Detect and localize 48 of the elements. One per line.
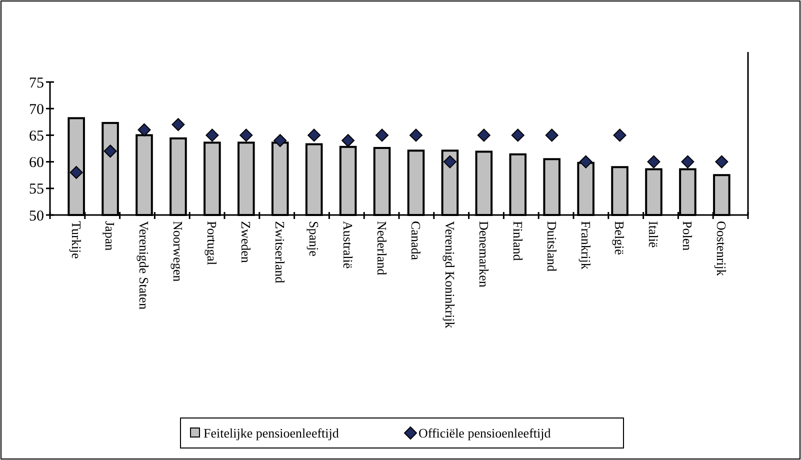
x-tick-label: Noorwegen (170, 221, 186, 282)
point (376, 128, 389, 142)
point (138, 123, 151, 136)
point (70, 166, 83, 179)
point (104, 144, 117, 158)
point (274, 134, 287, 148)
point (206, 128, 219, 142)
x-tick-label: België (612, 221, 628, 256)
point (409, 128, 422, 142)
y-tick-label: 75 (29, 75, 44, 92)
point (579, 155, 592, 168)
x-tick-label: Spanje (306, 221, 322, 257)
point (715, 155, 728, 168)
x-tick-label: Zweden (238, 221, 254, 264)
x-tick-label: Turkije (68, 221, 84, 260)
point (511, 128, 524, 142)
x-tick-label: Polen (680, 221, 696, 252)
x-tick-label: Verenigd Koninkrijk (442, 221, 458, 329)
x-tick-label: Finland (510, 221, 526, 262)
x-tick-label: Canada (408, 221, 424, 260)
x-tick-label: Nederland (374, 221, 390, 276)
point (681, 155, 694, 168)
y-tick-label: 70 (29, 102, 44, 118)
legend-label: Feitelijke pensioenleeftijd (204, 426, 340, 441)
x-tick-label: Italië (646, 221, 662, 248)
point (613, 128, 626, 142)
y-tick-label: 65 (29, 128, 44, 144)
x-tick-label: Denemarken (476, 221, 492, 288)
point (342, 134, 355, 148)
x-tick-label: Oostenrijk (714, 221, 730, 276)
x-tick-label: Frankrijk (578, 221, 594, 270)
point (443, 155, 456, 168)
x-tick-label: Duitsland (544, 221, 560, 272)
y-tick-label: 55 (29, 182, 44, 198)
point (308, 128, 321, 142)
x-tick-label: Verenigde Staten (136, 221, 152, 310)
point (647, 155, 660, 168)
point (545, 128, 558, 142)
x-tick-label: Zwitserland (272, 221, 288, 284)
point (240, 128, 253, 142)
y-tick-label: 50 (29, 208, 44, 224)
x-tick-label: Japan (102, 221, 118, 252)
point (477, 128, 490, 142)
point (172, 118, 185, 132)
y-tick-label: 60 (29, 155, 44, 172)
x-tick-label: Australië (340, 221, 356, 269)
legend-label: Officiële pensioenleeftijd (418, 426, 552, 441)
x-tick-label: Portugal (204, 221, 220, 266)
